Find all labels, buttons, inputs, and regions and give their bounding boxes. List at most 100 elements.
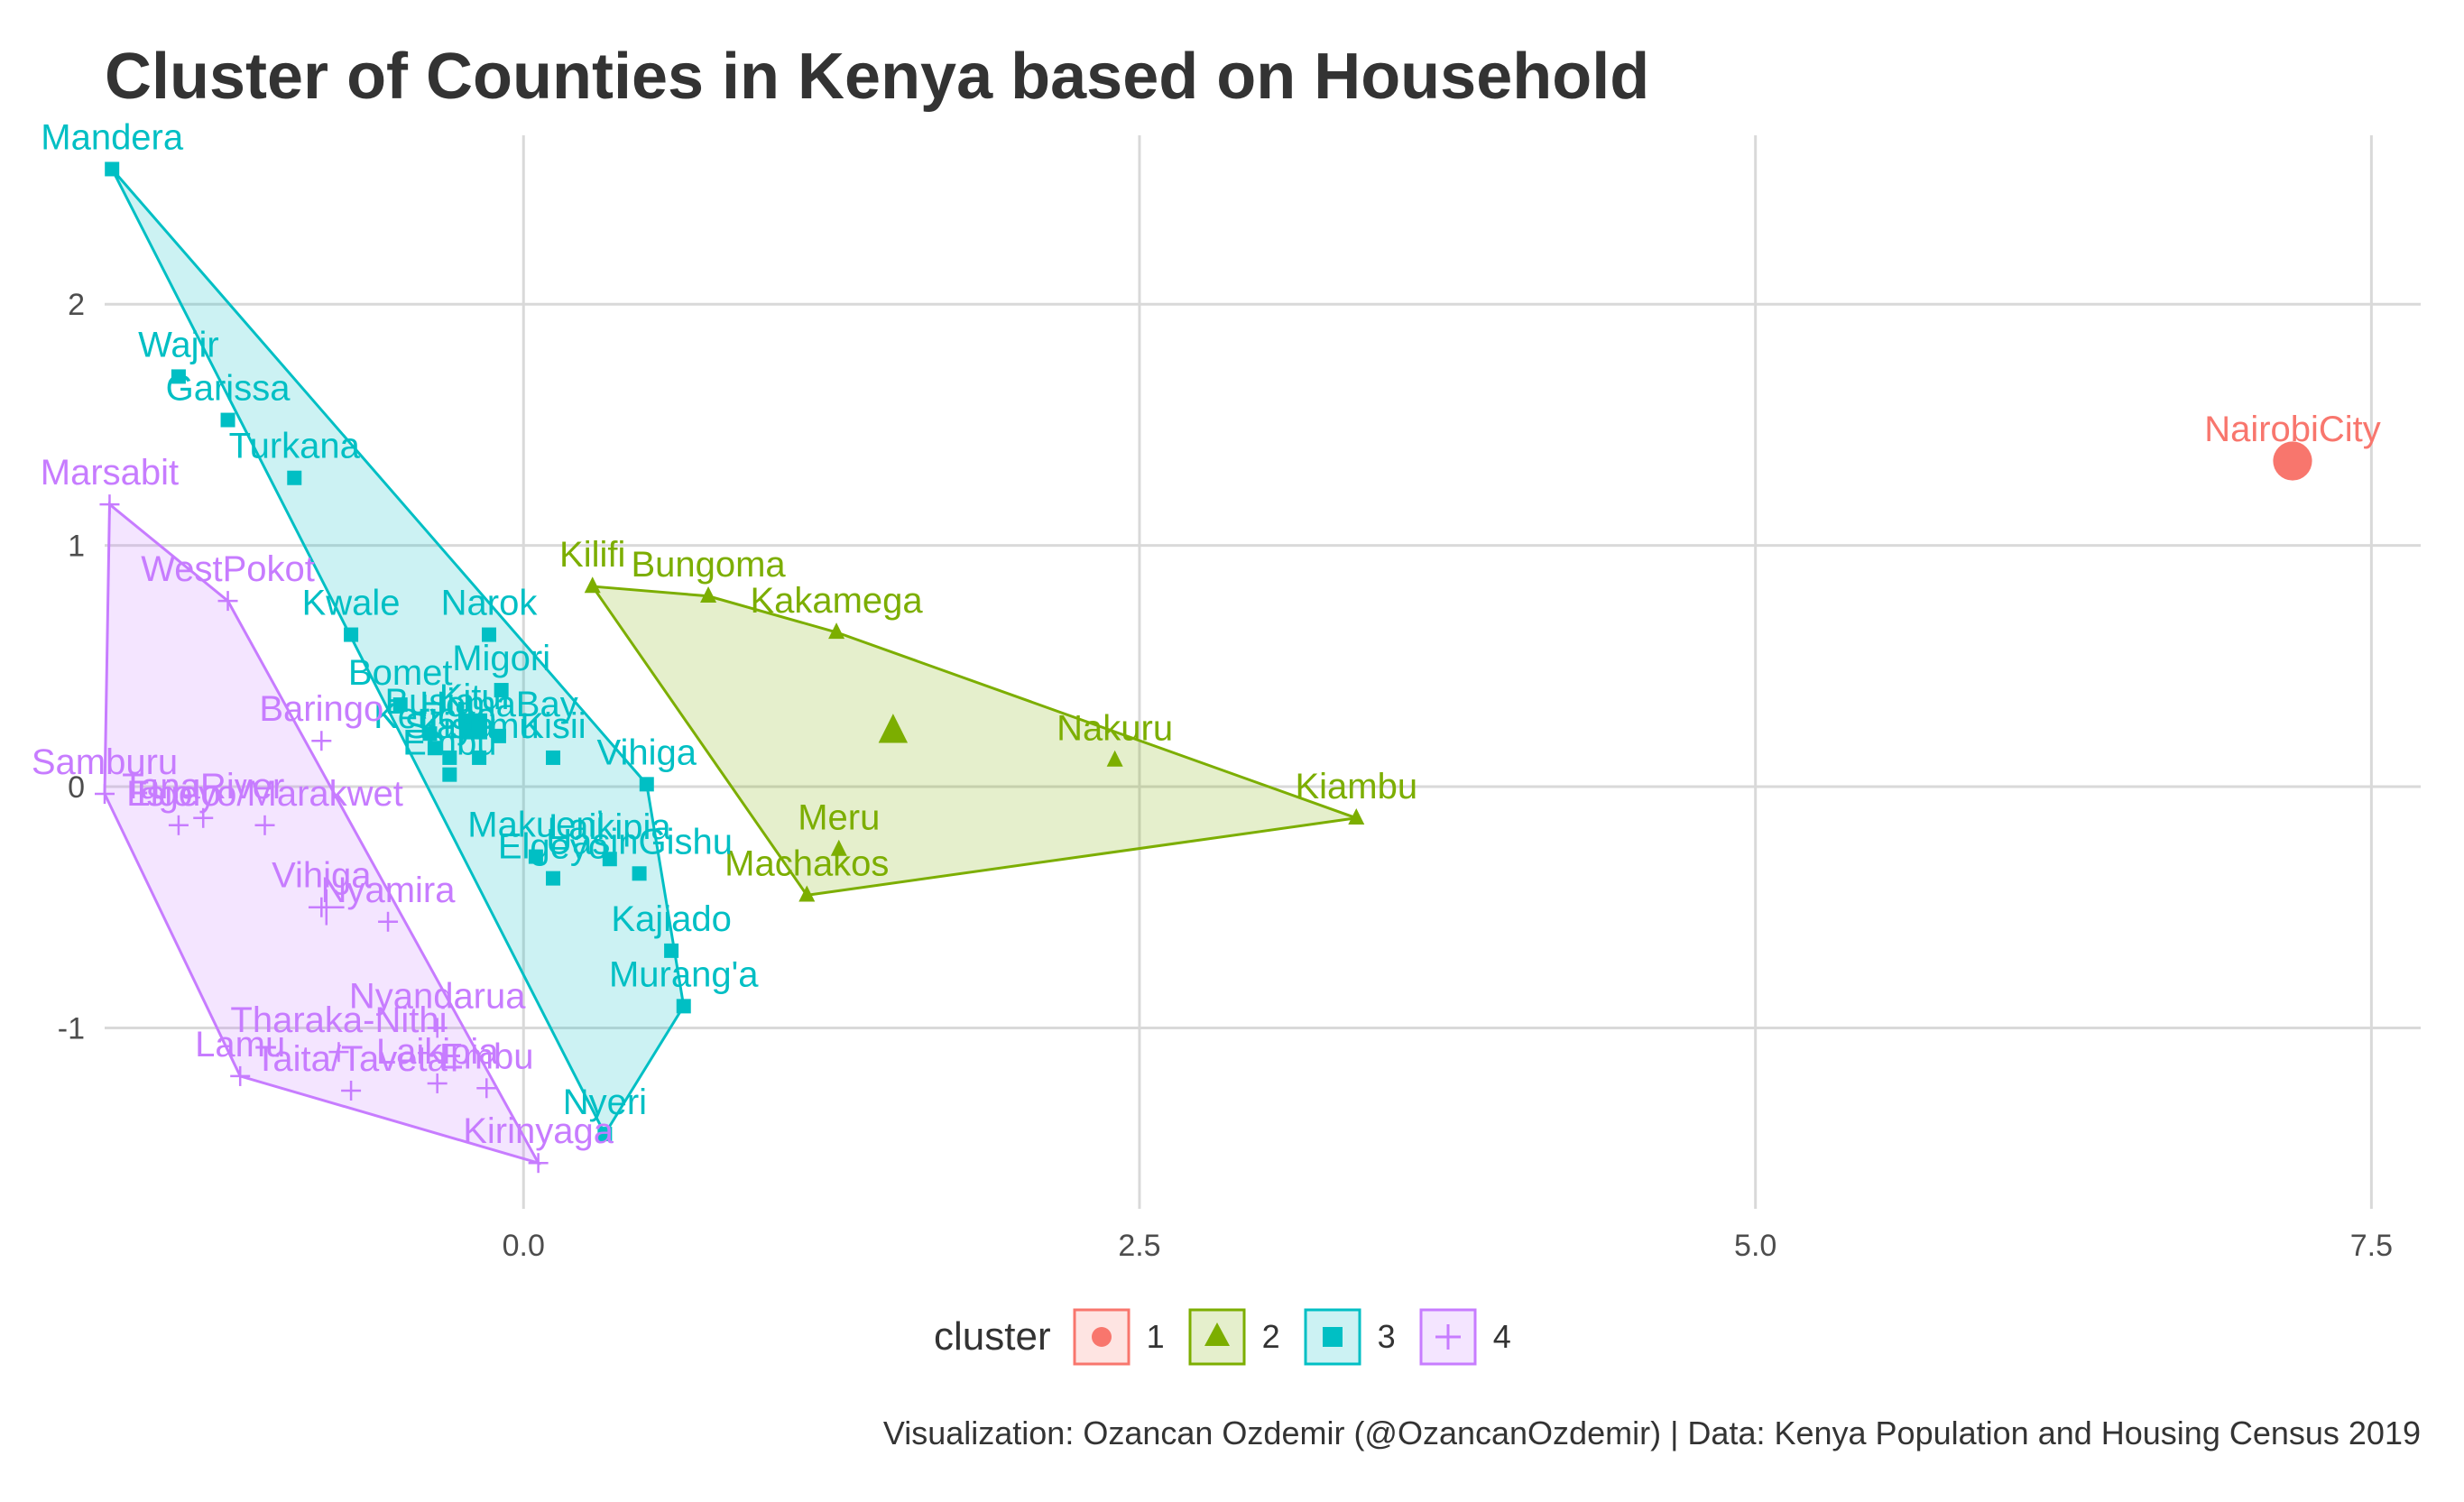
point-label: Nyamira — [321, 871, 457, 910]
data-point — [328, 1042, 349, 1063]
point-label: HomaBay — [420, 685, 578, 724]
point-label: Kiambu — [1295, 767, 1417, 806]
point-label: Lamu — [195, 1025, 285, 1064]
data-point — [341, 1080, 362, 1101]
point-label: Marsabit — [41, 453, 179, 493]
data-point — [230, 1065, 251, 1086]
data-point — [217, 591, 238, 612]
data-point — [1106, 750, 1123, 767]
legend-key-4-cross-icon — [1419, 1308, 1477, 1366]
data-point — [664, 943, 679, 958]
point-label: Vihiga — [272, 856, 372, 896]
data-point — [427, 1073, 448, 1093]
data-point — [392, 697, 408, 713]
data-point — [442, 750, 457, 765]
data-point — [427, 1018, 448, 1038]
data-point — [168, 815, 189, 835]
data-point — [427, 741, 442, 756]
point-label: Baringo — [259, 689, 383, 729]
data-point — [344, 627, 359, 642]
grid-lines — [105, 135, 2421, 1209]
point-label: Wajir — [138, 325, 219, 364]
legend-item-3: 3 — [1304, 1308, 1396, 1366]
y-tick-label: 1 — [68, 530, 85, 564]
data-point — [798, 885, 816, 902]
data-point — [528, 1153, 549, 1174]
data-point — [632, 866, 647, 881]
data-point — [378, 911, 399, 932]
point-label: Kajiado — [611, 899, 731, 939]
point-label: Bomet — [348, 653, 453, 693]
point-label: Nakuru — [1057, 709, 1173, 749]
legend-label-3: 3 — [1377, 1318, 1396, 1355]
point-label: Embu — [439, 1037, 534, 1076]
point-label: Migori — [452, 639, 550, 678]
point-label: Turkana — [229, 427, 361, 466]
point-label: Garissa — [166, 369, 291, 409]
data-point — [254, 815, 275, 835]
legend-item-1: 1 — [1073, 1308, 1165, 1366]
axis-ticks: 0.0 2.5 5.0 7.5 -1 0 1 2 — [58, 288, 2393, 1263]
legend-key-3-square-icon — [1304, 1308, 1361, 1366]
legend-item-4: 4 — [1419, 1308, 1511, 1366]
data-point — [528, 849, 543, 864]
point-label: NairobiCity — [2204, 410, 2381, 449]
point-label: Mandera — [41, 117, 184, 157]
legend-title: cluster — [934, 1314, 1051, 1359]
point-label: Laikipia — [376, 1032, 499, 1072]
point-label: Kericho — [374, 696, 496, 736]
data-point — [546, 871, 561, 886]
x-tick-label: 7.5 — [2350, 1229, 2393, 1263]
x-tick-label: 0.0 — [503, 1229, 545, 1263]
x-tick-label: 2.5 — [1118, 1229, 1160, 1263]
data-point — [676, 999, 691, 1014]
point-label: Kitui — [439, 677, 510, 717]
y-tick-label: 0 — [68, 770, 85, 805]
point-label: Isiolo — [136, 774, 220, 814]
point-label: Meru — [798, 798, 880, 838]
point-label: Makueni — [467, 806, 604, 845]
legend-label-4: 4 — [1492, 1318, 1511, 1355]
data-point — [700, 585, 717, 603]
point-label: Kisumu — [419, 706, 539, 746]
point-label: Machakos — [724, 843, 889, 883]
point-label: Taita/Taveta — [254, 1039, 448, 1079]
data-point — [1348, 807, 1365, 825]
point-label: Kisii — [520, 706, 586, 746]
data-point — [220, 412, 235, 428]
point-label: UasinGishu — [546, 822, 733, 862]
legend: cluster 1 2 3 4 — [934, 1308, 1535, 1366]
legend-key-1-circle-icon — [1073, 1308, 1130, 1366]
point-label: Nyeri — [563, 1083, 647, 1122]
point-label: TanaRiver — [122, 767, 284, 806]
point-label: Kwale — [302, 584, 401, 623]
point-label: Busia — [384, 682, 475, 722]
cluster-4-hull — [103, 502, 541, 1166]
point-label: Vihiga — [597, 733, 697, 772]
legend-label-1: 1 — [1146, 1318, 1165, 1355]
legend-item-2: 2 — [1188, 1308, 1280, 1366]
data-point — [828, 622, 845, 640]
point-label: Siaya — [404, 706, 495, 746]
cluster-centroid — [308, 889, 345, 926]
data-points — [95, 161, 2303, 1174]
legend-key-2-triangle-icon — [1188, 1308, 1246, 1366]
data-point — [602, 852, 617, 867]
data-point — [491, 728, 506, 743]
chart-title: Cluster of Counties in Kenya based on Ho… — [105, 41, 1650, 113]
cluster-centroids — [308, 441, 2312, 926]
cluster-centroid — [461, 713, 488, 740]
point-label: Kirinyaga — [463, 1111, 614, 1151]
data-point — [105, 161, 120, 177]
cluster-centroid — [878, 714, 909, 743]
data-point — [95, 784, 115, 805]
point-label: Elgeyo/Marakwet — [126, 774, 403, 814]
point-label: Narok — [441, 584, 539, 623]
y-tick-label: -1 — [58, 1011, 85, 1046]
data-point — [442, 767, 457, 782]
point-label: Nyandarua — [349, 976, 526, 1016]
point-label: Elgeyo — [498, 827, 608, 867]
data-point — [830, 839, 847, 856]
data-point — [476, 1078, 497, 1099]
